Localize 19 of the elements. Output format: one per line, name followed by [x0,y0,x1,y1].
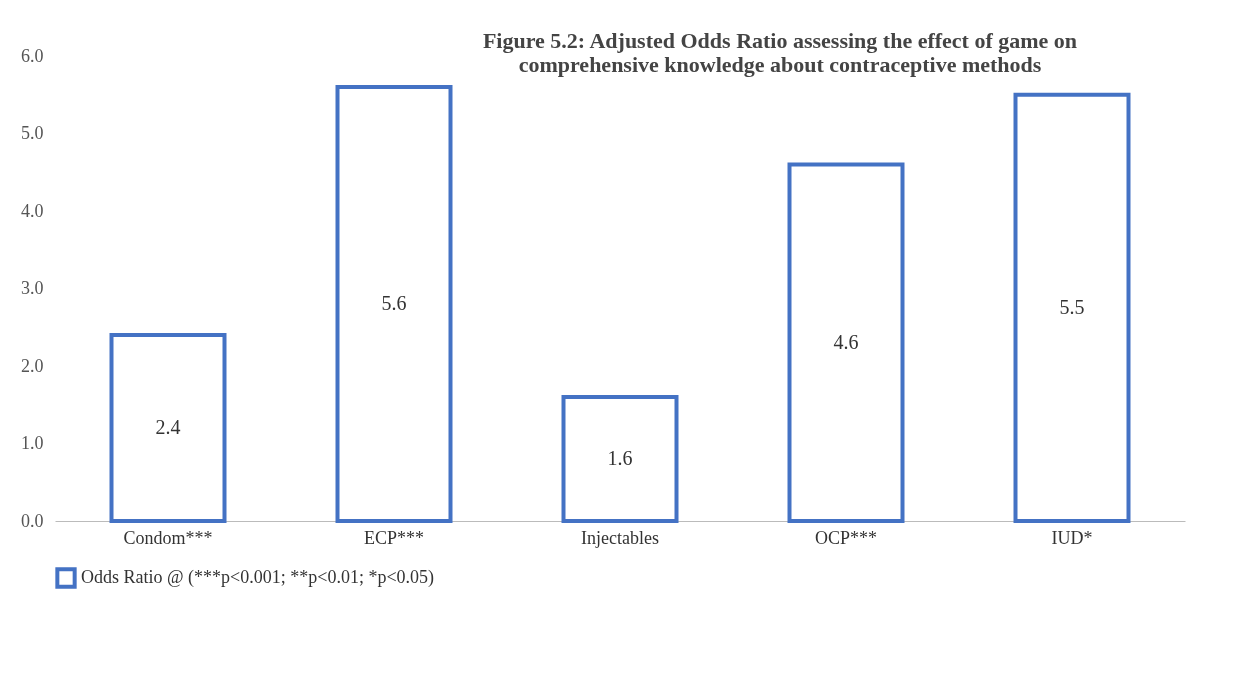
y-tick-label: 5.0 [21,123,44,143]
chart-title: Figure 5.2: Adjusted Odds Ratio assessing the effect of game on comprehensive knowledge about contraceptive methods [482,28,1078,77]
x-tick-label: IUD* [1051,527,1093,548]
y-tick-label: 2.0 [21,355,44,376]
y-tick-label: 0.0 [21,510,44,531]
y-tick-label: 4.0 [21,200,44,221]
x-tick-label: OCP*** [814,527,878,548]
data-label: 5.5 [1059,295,1085,318]
data-label: 1.6 [607,447,633,469]
data-label: 2.4 [155,416,181,438]
data-label: 4.6 [833,330,859,353]
x-tick-label: Condom*** [123,527,213,548]
y-tick-label: 1.0 [21,433,44,453]
y-tick-label: 3.0 [21,278,44,298]
legend-label: Odds Ratio @ (***p<0.001; **p<0.01; *p<0.05) [81,567,435,588]
y-tick-label: 6.0 [21,45,44,66]
data-label: 5.6 [381,292,407,314]
x-tick-label: ECP*** [363,527,425,548]
x-tick-label: Injectables [581,527,659,548]
